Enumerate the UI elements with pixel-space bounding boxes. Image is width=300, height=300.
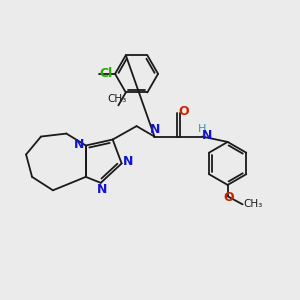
Text: CH₃: CH₃ (243, 199, 262, 209)
Text: Cl: Cl (100, 68, 113, 80)
Text: N: N (97, 183, 107, 196)
Text: N: N (74, 137, 84, 151)
Text: N: N (123, 154, 134, 167)
Text: O: O (223, 191, 233, 204)
Text: CH₃: CH₃ (107, 94, 127, 104)
Text: N: N (202, 129, 212, 142)
Text: N: N (150, 124, 160, 136)
Text: H: H (197, 124, 206, 134)
Text: O: O (178, 105, 189, 118)
